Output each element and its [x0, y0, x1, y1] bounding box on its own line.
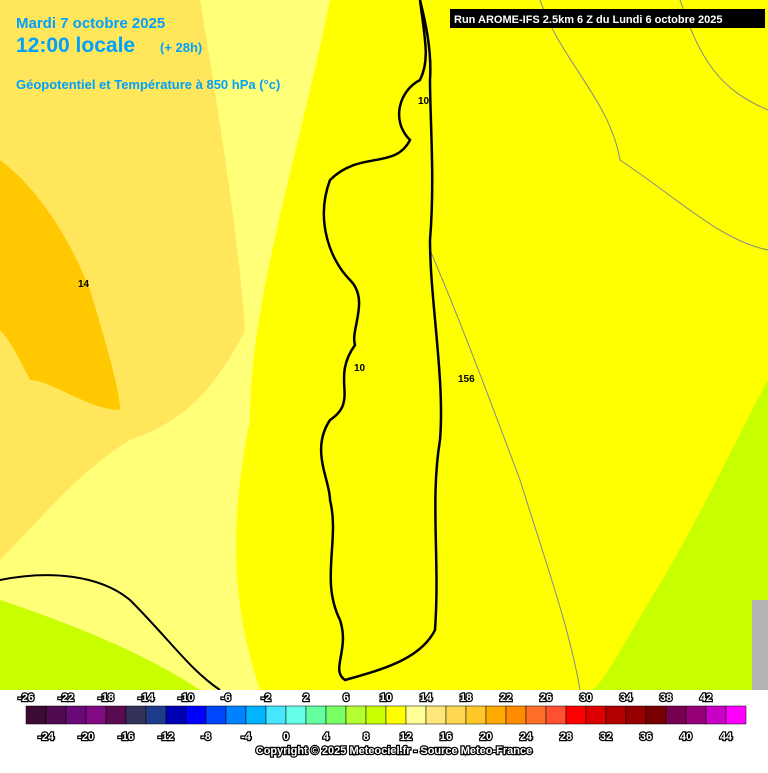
date: Mardi 7 octobre 2025	[16, 15, 165, 32]
copyright: Copyright © 2025 Meteociel.fr - Source M…	[256, 745, 532, 757]
orange-area	[0, 160, 120, 410]
scale-label: 8	[363, 731, 369, 743]
scale-swatch	[645, 705, 667, 725]
scale-swatch	[405, 705, 427, 725]
scale-label: 2	[303, 692, 309, 704]
scale-swatch	[385, 705, 407, 725]
scale-label: -8	[201, 731, 211, 743]
scale-background	[0, 690, 768, 768]
scale-label: 30	[580, 692, 592, 704]
scale-swatch	[185, 705, 207, 725]
scale-label: 28	[560, 731, 572, 743]
scale-swatch	[25, 705, 47, 725]
scale-label: 40	[680, 731, 692, 743]
scale-swatch	[705, 705, 727, 725]
scale-label: 16	[440, 731, 452, 743]
scale-swatch	[665, 705, 687, 725]
scale-label: 22	[500, 692, 512, 704]
scale-label: 4	[323, 731, 330, 743]
scale-label: -18	[98, 692, 114, 704]
contour-label: 10	[418, 96, 430, 107]
scale-label: 32	[600, 731, 612, 743]
scale-label: -22	[58, 692, 74, 704]
scale-swatch	[165, 705, 187, 725]
scale-label: -26	[18, 692, 34, 704]
scale-swatch	[465, 705, 487, 725]
scale-label: -2	[261, 692, 271, 704]
scale-swatch	[205, 705, 227, 725]
scale-swatch	[445, 705, 467, 725]
run-box	[450, 9, 765, 28]
coastline-contour	[319, 0, 443, 682]
scale-swatch	[565, 705, 587, 725]
scale-swatch	[345, 705, 367, 725]
scale-swatch	[45, 705, 67, 725]
scale-label: 14	[420, 692, 433, 704]
scale-label: 38	[660, 692, 672, 704]
scale-swatch	[225, 705, 247, 725]
scale-swatch	[105, 705, 127, 725]
scale-label: 36	[640, 731, 652, 743]
scale-swatch	[685, 705, 707, 725]
scale-label: 10	[380, 692, 392, 704]
scale-label: 42	[700, 692, 712, 704]
scale-swatch	[545, 705, 567, 725]
parameter: Géopotentiel et Température à 850 hPa (°…	[16, 77, 280, 92]
scale-swatch	[525, 705, 547, 725]
scale-label: -14	[138, 692, 155, 704]
green-area	[0, 600, 200, 690]
contour-label: 10	[354, 363, 366, 374]
scale-swatch	[605, 705, 627, 725]
scale-swatch	[125, 705, 147, 725]
time: 12:00 locale	[16, 34, 135, 57]
scale-label: -16	[118, 731, 134, 743]
scale-swatch	[265, 705, 287, 725]
scale-swatch	[65, 705, 87, 725]
scale-label: -12	[158, 731, 174, 743]
scale-label: -20	[78, 731, 94, 743]
scale-label: 24	[520, 731, 533, 743]
scale-swatch	[505, 705, 527, 725]
run-info: Run AROME-IFS 2.5km 6 Z du Lundi 6 octob…	[454, 14, 723, 26]
scale-swatch	[325, 705, 347, 725]
scale-swatch	[585, 705, 607, 725]
scale-swatch	[245, 705, 267, 725]
scale-label: -6	[221, 692, 231, 704]
scale-swatch	[145, 705, 167, 725]
warm-area	[0, 0, 245, 560]
green-area	[590, 380, 768, 690]
scale-swatch	[625, 705, 647, 725]
scale-label: 26	[540, 692, 552, 704]
lead: (+ 28h)	[160, 40, 202, 55]
scale-label: -10	[178, 692, 194, 704]
scale-label: -4	[241, 731, 252, 743]
scale-swatch	[365, 705, 387, 725]
scale-label: 34	[620, 692, 633, 704]
border	[539, 0, 768, 251]
scale-swatch	[85, 705, 107, 725]
contour	[0, 574, 221, 691]
scale-label: 18	[460, 692, 472, 704]
border	[429, 249, 581, 691]
contour-label: 14	[78, 279, 90, 290]
scale-swatch	[285, 705, 307, 725]
scale-label: 12	[400, 731, 412, 743]
scale-swatch	[485, 705, 507, 725]
scale-label: 0	[283, 731, 289, 743]
scale-swatch	[425, 705, 447, 725]
scale-swatch	[725, 705, 747, 725]
grey-edge	[752, 600, 768, 690]
scale-label: -24	[38, 731, 55, 743]
color-scale: -26 -22 -18 -14 -10 -6 -2 2 6 10 14 18 22 26 30 34 38 42-…	[17, 691, 747, 744]
scale-label: 6	[343, 692, 349, 704]
scale-swatch	[305, 705, 327, 725]
scale-label: 20	[480, 731, 492, 743]
contour-label: 156	[458, 374, 475, 385]
scale-label: 44	[720, 731, 733, 743]
